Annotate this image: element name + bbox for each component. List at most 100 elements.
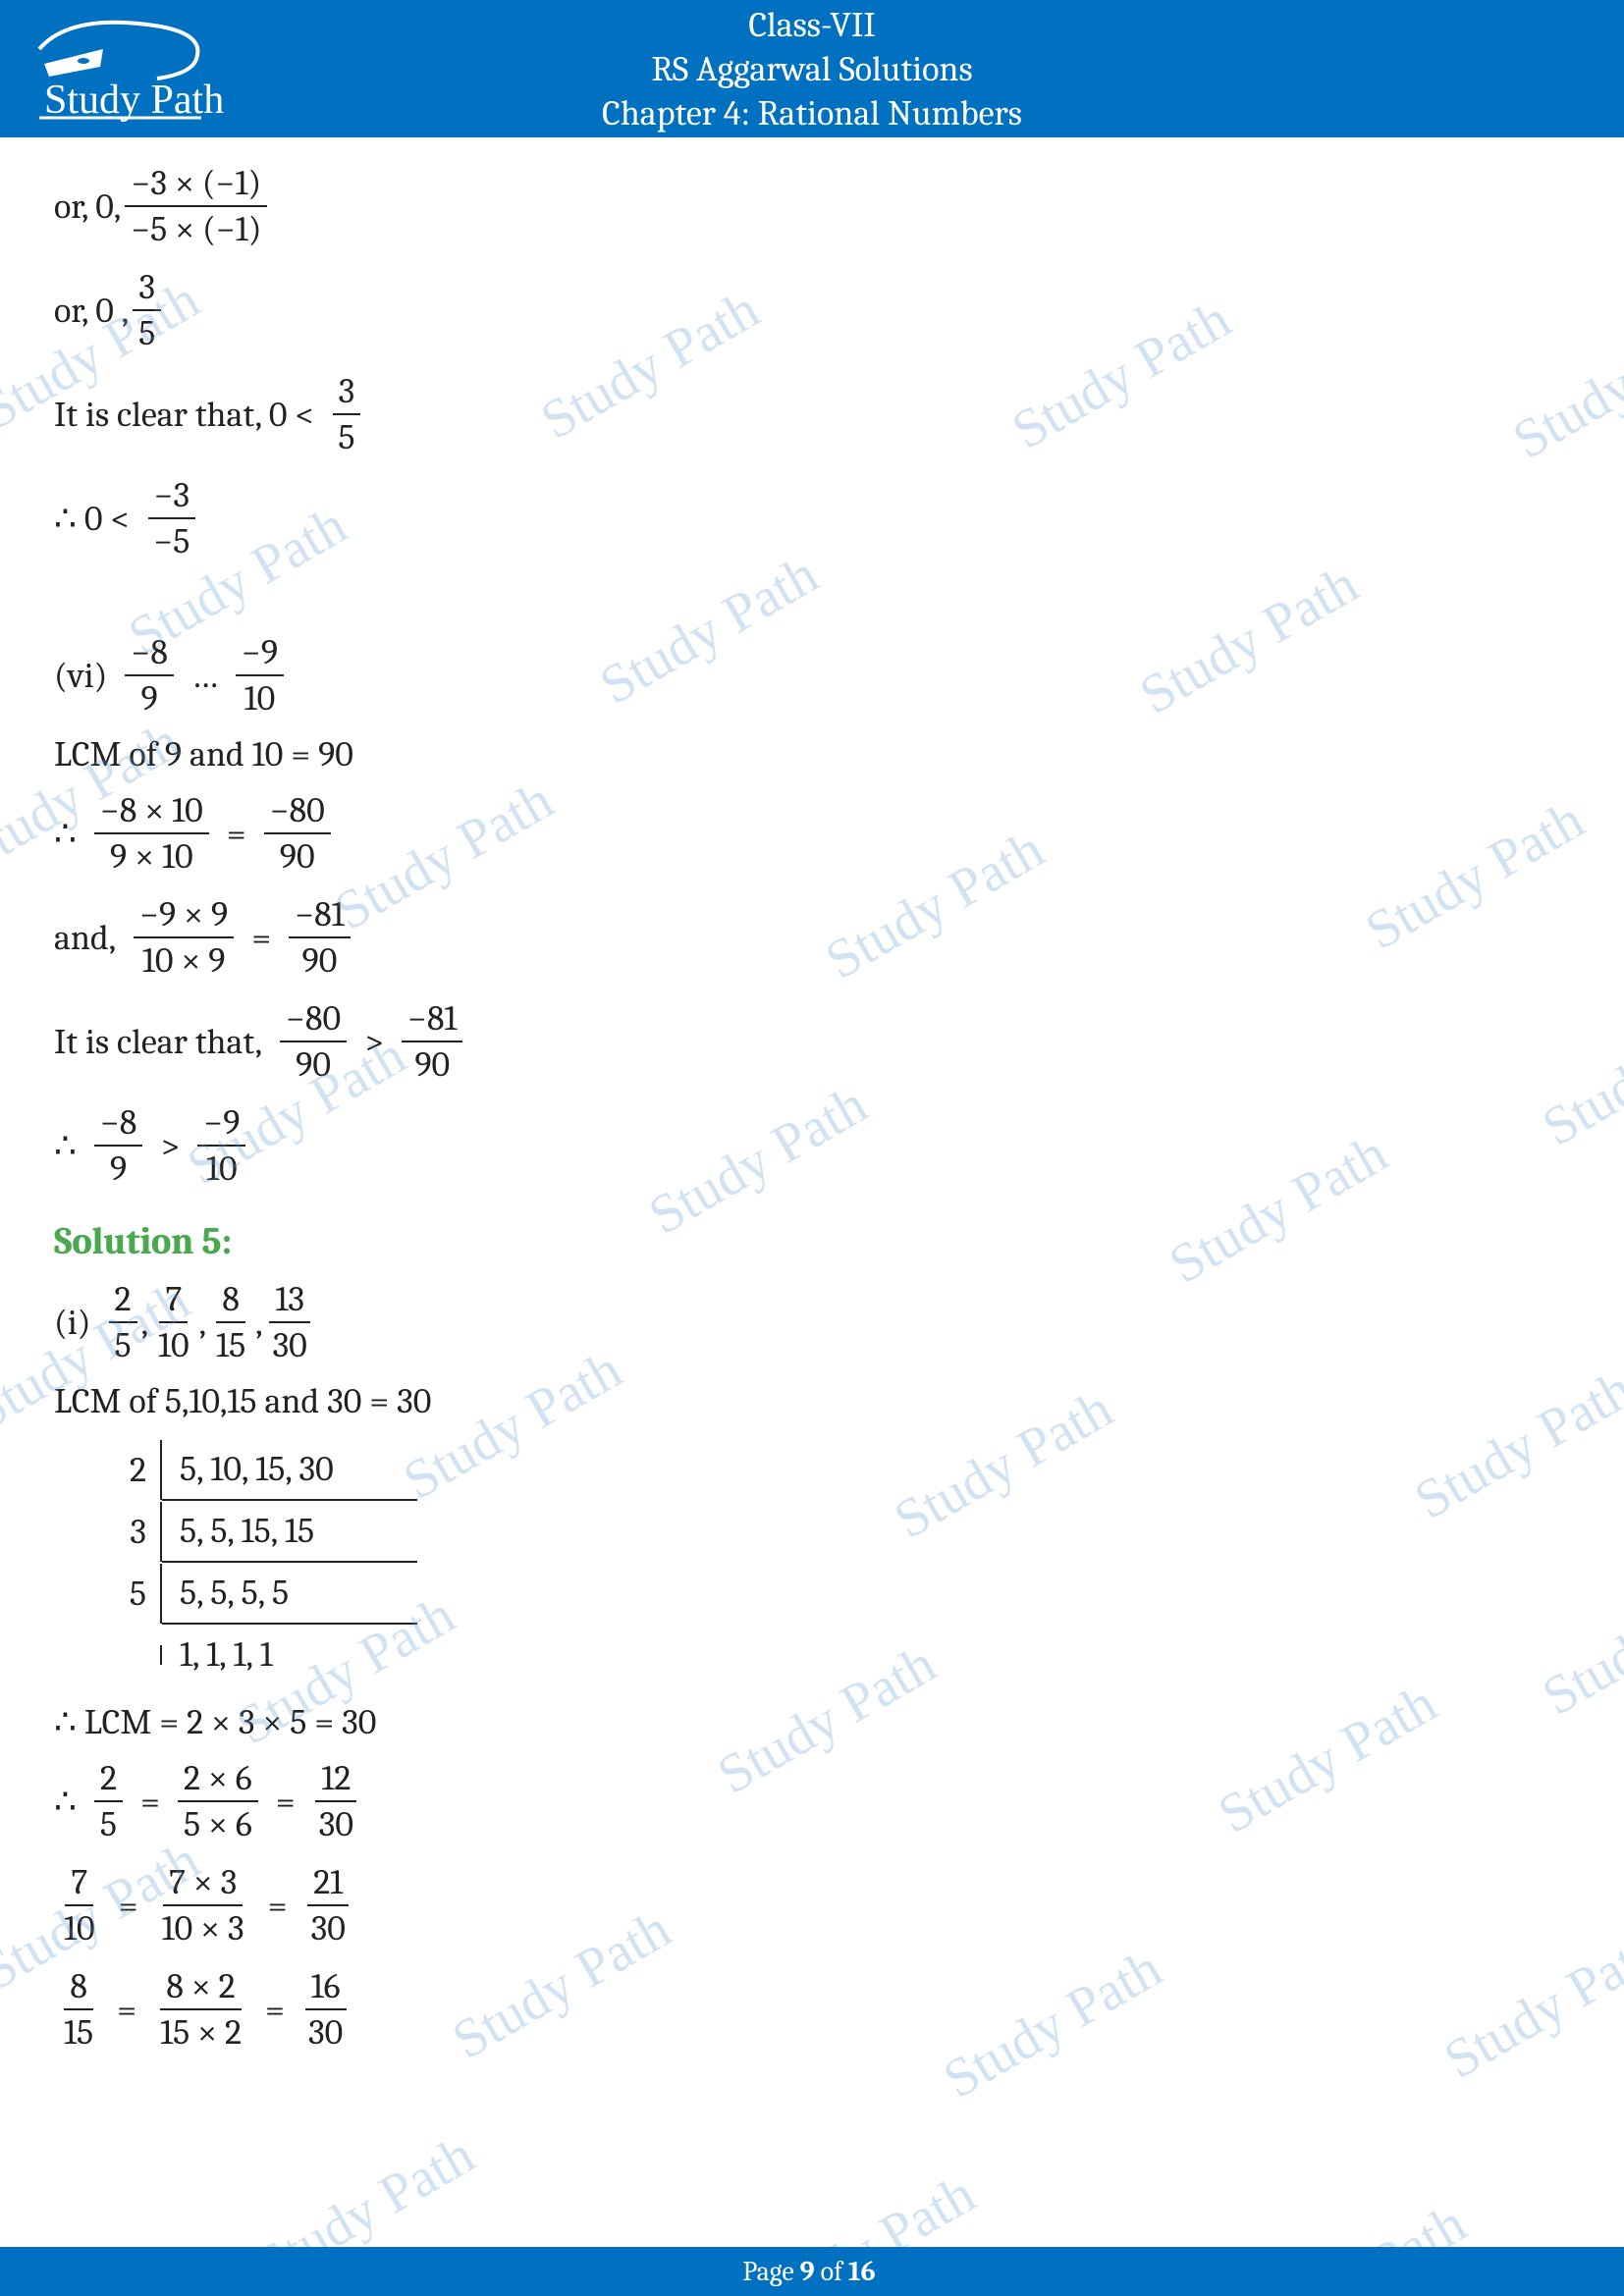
text: ∴ LCM = 2 × 3 × 5 = 30 <box>54 1702 376 1742</box>
svg-text:Study Path: Study Path <box>44 78 224 123</box>
pen-icon: Study Path <box>29 10 226 128</box>
fraction: 3 5 <box>332 369 360 459</box>
header-chapter: Chapter 4: Rational Numbers <box>29 91 1595 135</box>
equals-symbol: = <box>268 1886 288 1926</box>
fraction: 2 × 65 × 6 <box>178 1756 258 1846</box>
comma: , <box>199 1303 206 1343</box>
comma: , <box>141 1303 148 1343</box>
therefore-symbol: ∴ <box>54 814 77 854</box>
equals-symbol: = <box>119 1886 138 1926</box>
math-line: ∴ 0 < −3 −5 <box>54 473 1570 563</box>
footer-prefix: Page <box>742 2256 793 2287</box>
header-book: RS Aggarwal Solutions <box>29 47 1595 91</box>
fraction: −81 90 <box>289 892 350 983</box>
text: ∴ 0 < <box>54 499 130 539</box>
text: or, 0 , <box>54 291 129 331</box>
math-line: 710 = 7 × 310 × 3 = 2130 <box>54 1860 1570 1950</box>
lcm-divisor: 5 <box>103 1564 162 1624</box>
watermark: Study Path <box>746 2163 986 2247</box>
watermark: Study Path <box>245 2123 485 2247</box>
math-line: and, −9 × 9 10 × 9 = −81 90 <box>54 892 1570 983</box>
fraction: −3 × (−1) −5 × (−1) <box>125 161 267 251</box>
greater-than-symbol: > <box>364 1022 384 1062</box>
math-line: LCM of 9 and 10 = 90 <box>54 734 1570 774</box>
question-label: (i) <box>54 1303 90 1343</box>
footer-current-page: 9 <box>800 2256 815 2287</box>
equals-symbol: = <box>276 1782 296 1822</box>
lcm-table-row: 1, 1, 1, 1 <box>103 1625 1570 1684</box>
equals-symbol: = <box>251 918 271 958</box>
fraction: 13 30 <box>267 1277 313 1367</box>
lcm-table-row: 25, 10, 15, 30 <box>103 1439 1570 1501</box>
content-area: Study PathStudy PathStudy PathStudy Path… <box>0 137 1624 2247</box>
math-line: (i) 2 5 , 7 10 , 8 15 , 13 30 <box>54 1277 1570 1367</box>
text: and, <box>54 918 116 958</box>
math-line: ∴ LCM = 2 × 3 × 5 = 30 <box>54 1702 1570 1742</box>
comma: , <box>255 1303 262 1343</box>
fraction: −8 9 <box>94 1100 142 1191</box>
fraction: 8 × 215 × 2 <box>154 1964 247 2055</box>
lcm-table: 25, 10, 15, 3035, 5, 15, 1555, 5, 5, 51,… <box>103 1439 1570 1684</box>
text: It is clear that, <box>54 1022 262 1062</box>
math-line: It is clear that, 0 < 3 5 <box>54 369 1570 459</box>
equals-symbol: = <box>265 1990 285 2030</box>
study-path-logo: Study Path <box>29 10 226 132</box>
fraction: −9 10 <box>197 1100 245 1191</box>
solution-title: Solution 5: <box>54 1220 1570 1263</box>
fraction: −80 90 <box>264 788 331 879</box>
fraction: −3 −5 <box>147 473 195 563</box>
math-line: 815 = 8 × 215 × 2 = 1630 <box>54 1964 1570 2055</box>
fraction: 2 5 <box>108 1277 136 1367</box>
question-label: (vi) <box>54 656 107 696</box>
equals-symbol: = <box>227 814 246 854</box>
ellipsis: … <box>191 656 218 696</box>
fraction: −8 9 <box>125 630 173 721</box>
footer-total-pages: 16 <box>848 2256 876 2287</box>
fraction: 2130 <box>305 1860 352 1950</box>
lcm-divisor: 3 <box>103 1502 162 1562</box>
header-class: Class-VII <box>29 3 1595 47</box>
math-line: or, 0, −3 × (−1) −5 × (−1) <box>54 161 1570 251</box>
fraction: 815 <box>58 1964 99 2055</box>
math-line: It is clear that, −80 90 > −81 90 <box>54 996 1570 1087</box>
fraction: 710 <box>58 1860 101 1950</box>
footer-of: of <box>821 2256 842 2287</box>
fraction: −9 × 9 10 × 9 <box>134 892 234 983</box>
fraction: 1230 <box>313 1756 359 1846</box>
lcm-numbers: 5, 5, 5, 5 <box>162 1563 417 1625</box>
lcm-numbers: 1, 1, 1, 1 <box>162 1625 417 1684</box>
lcm-table-row: 55, 5, 5, 5 <box>103 1563 1570 1625</box>
fraction: 25 <box>94 1756 123 1846</box>
lcm-table-row: 35, 5, 15, 15 <box>103 1501 1570 1563</box>
fraction: −81 90 <box>402 996 462 1087</box>
fraction: −8 × 10 9 × 10 <box>94 788 209 879</box>
footer-bar: Page 9 of 16 <box>0 2247 1624 2296</box>
math-line: ∴ 25 = 2 × 65 × 6 = 1230 <box>54 1756 1570 1846</box>
lcm-numbers: 5, 10, 15, 30 <box>162 1439 417 1501</box>
fraction: −80 90 <box>280 996 347 1087</box>
math-line: ∴ −8 9 > −9 10 <box>54 1100 1570 1191</box>
equals-symbol: = <box>117 1990 136 2030</box>
header-text: Class-VII RS Aggarwal Solutions Chapter … <box>29 3 1595 135</box>
math-line: (vi) −8 9 … −9 10 <box>54 630 1570 721</box>
therefore-symbol: ∴ <box>54 1782 77 1822</box>
fraction: 7 × 310 × 3 <box>156 1860 250 1950</box>
math-line: LCM of 5,10,15 and 30 = 30 <box>54 1381 1570 1421</box>
text: LCM of 5,10,15 and 30 = 30 <box>54 1381 431 1421</box>
fraction: 1630 <box>302 1964 349 2055</box>
greater-than-symbol: > <box>160 1126 180 1166</box>
lcm-divisor <box>103 1645 162 1665</box>
text: or, 0, <box>54 187 121 227</box>
fraction: 8 15 <box>210 1277 251 1367</box>
equals-symbol: = <box>140 1782 160 1822</box>
math-line: ∴ −8 × 10 9 × 10 = −80 90 <box>54 788 1570 879</box>
fraction: 7 10 <box>152 1277 195 1367</box>
fraction: 3 5 <box>133 265 161 355</box>
text: LCM of 9 and 10 = 90 <box>54 734 353 774</box>
math-line: or, 0 , 3 5 <box>54 265 1570 355</box>
header-bar: Study Path Class-VII RS Aggarwal Solutio… <box>0 0 1624 137</box>
lcm-numbers: 5, 5, 15, 15 <box>162 1501 417 1563</box>
watermark: Study Path <box>1237 2192 1477 2247</box>
therefore-symbol: ∴ <box>54 1126 77 1166</box>
text: It is clear that, 0 < <box>54 395 314 435</box>
